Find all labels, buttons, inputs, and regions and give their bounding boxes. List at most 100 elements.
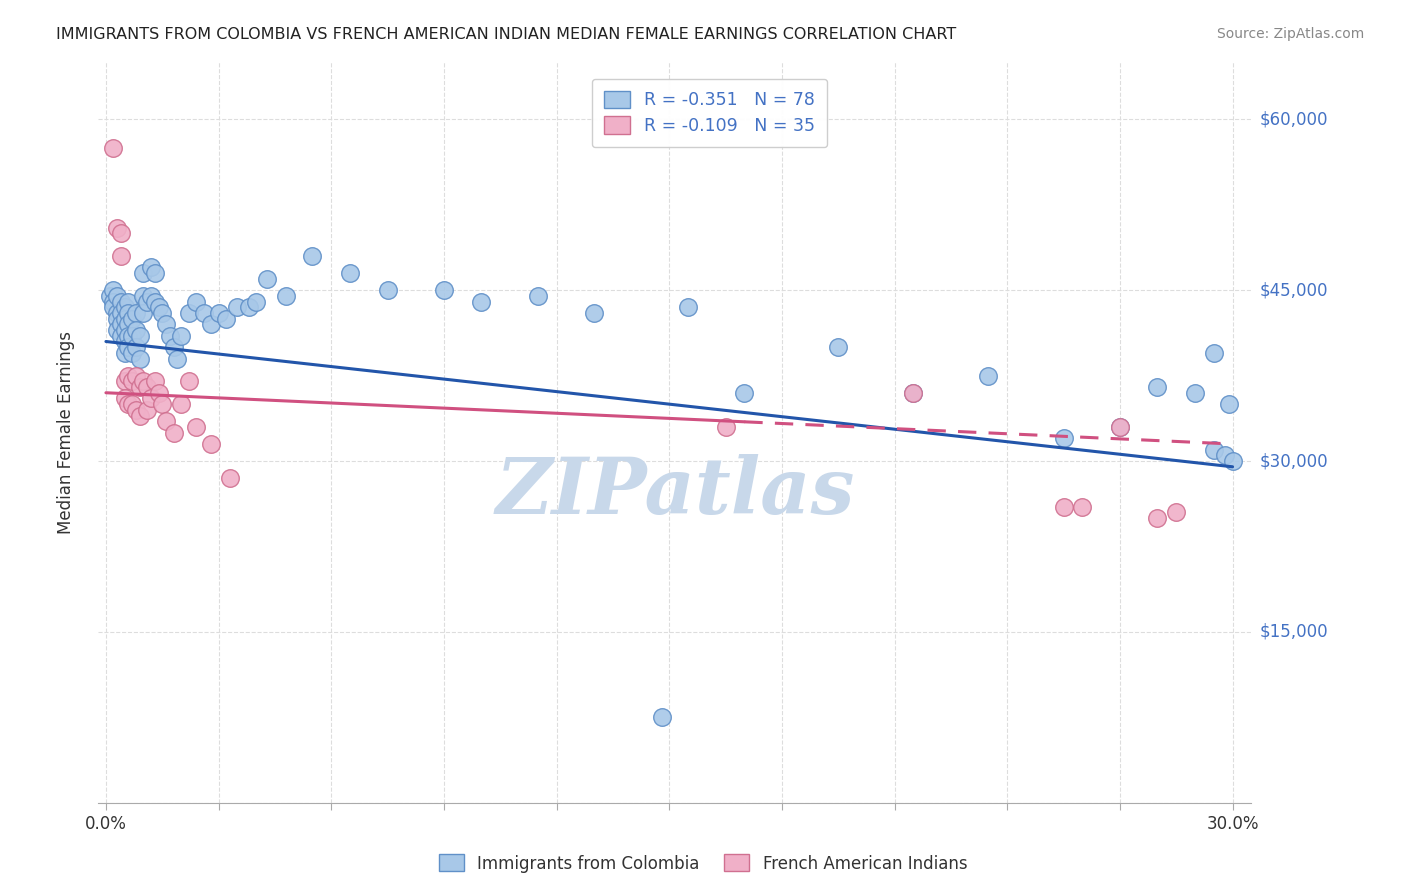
Point	[121, 397, 143, 411]
Point	[128, 328, 150, 343]
Point	[339, 266, 361, 280]
Point	[128, 409, 150, 423]
Point	[166, 351, 188, 366]
Point	[103, 294, 125, 309]
Point	[117, 368, 139, 383]
Text: $45,000: $45,000	[1260, 281, 1329, 299]
Point	[128, 380, 150, 394]
Point	[110, 249, 132, 263]
Point	[1052, 500, 1074, 514]
Point	[114, 392, 136, 406]
Point	[1202, 442, 1225, 457]
Point	[117, 340, 139, 354]
Point	[110, 227, 132, 241]
Point	[1166, 505, 1188, 519]
Point	[125, 340, 148, 354]
Point	[377, 283, 399, 297]
Point	[105, 289, 128, 303]
Point	[733, 385, 755, 400]
Point	[226, 301, 249, 315]
Point	[193, 306, 215, 320]
Point	[105, 306, 128, 320]
Point	[155, 318, 177, 332]
Point	[103, 141, 125, 155]
Point	[121, 311, 143, 326]
Point	[170, 328, 193, 343]
Point	[98, 289, 121, 303]
Point	[714, 420, 737, 434]
Point	[155, 414, 177, 428]
Point	[105, 220, 128, 235]
Point	[1071, 500, 1094, 514]
Legend: R = -0.351   N = 78, R = -0.109   N = 35: R = -0.351 N = 78, R = -0.109 N = 35	[592, 78, 827, 147]
Point	[132, 289, 155, 303]
Point	[177, 375, 200, 389]
Point	[110, 328, 132, 343]
Text: ZIPatlas: ZIPatlas	[495, 454, 855, 530]
Point	[470, 294, 492, 309]
Point	[527, 289, 550, 303]
Point	[170, 397, 193, 411]
Point	[143, 294, 166, 309]
Point	[117, 397, 139, 411]
Point	[162, 340, 184, 354]
Point	[903, 385, 925, 400]
Point	[114, 375, 136, 389]
Point	[139, 289, 162, 303]
Point	[117, 294, 139, 309]
Point	[1213, 449, 1236, 463]
Point	[651, 710, 673, 724]
Point	[676, 301, 699, 315]
Point	[150, 397, 173, 411]
Point	[218, 471, 240, 485]
Point	[105, 323, 128, 337]
Point	[1222, 454, 1244, 468]
Point	[1109, 420, 1132, 434]
Point	[117, 318, 139, 332]
Point	[150, 306, 173, 320]
Point	[200, 318, 222, 332]
Point	[1218, 397, 1240, 411]
Point	[184, 294, 207, 309]
Point	[143, 375, 166, 389]
Point	[1109, 420, 1132, 434]
Point	[121, 375, 143, 389]
Point	[139, 392, 162, 406]
Point	[114, 311, 136, 326]
Point	[162, 425, 184, 440]
Point	[977, 368, 1000, 383]
Point	[125, 368, 148, 383]
Point	[136, 380, 159, 394]
Point	[139, 260, 162, 275]
Text: $30,000: $30,000	[1260, 452, 1329, 470]
Point	[114, 301, 136, 315]
Point	[184, 420, 207, 434]
Point	[245, 294, 267, 309]
Point	[128, 351, 150, 366]
Legend: Immigrants from Colombia, French American Indians: Immigrants from Colombia, French America…	[432, 847, 974, 880]
Point	[110, 294, 132, 309]
Point	[125, 306, 148, 320]
Point	[238, 301, 260, 315]
Point	[1146, 380, 1168, 394]
Point	[143, 266, 166, 280]
Y-axis label: Median Female Earnings: Median Female Earnings	[56, 331, 75, 534]
Point	[114, 334, 136, 349]
Point	[125, 323, 148, 337]
Point	[903, 385, 925, 400]
Text: $15,000: $15,000	[1260, 623, 1329, 641]
Point	[1052, 431, 1074, 445]
Point	[132, 375, 155, 389]
Point	[200, 437, 222, 451]
Point	[125, 402, 148, 417]
Point	[1202, 346, 1225, 360]
Point	[159, 328, 181, 343]
Point	[148, 301, 170, 315]
Point	[103, 283, 125, 297]
Text: Source: ZipAtlas.com: Source: ZipAtlas.com	[1216, 27, 1364, 41]
Text: IMMIGRANTS FROM COLOMBIA VS FRENCH AMERICAN INDIAN MEDIAN FEMALE EARNINGS CORREL: IMMIGRANTS FROM COLOMBIA VS FRENCH AMERI…	[56, 27, 956, 42]
Point	[132, 306, 155, 320]
Point	[433, 283, 456, 297]
Point	[110, 318, 132, 332]
Point	[105, 311, 128, 326]
